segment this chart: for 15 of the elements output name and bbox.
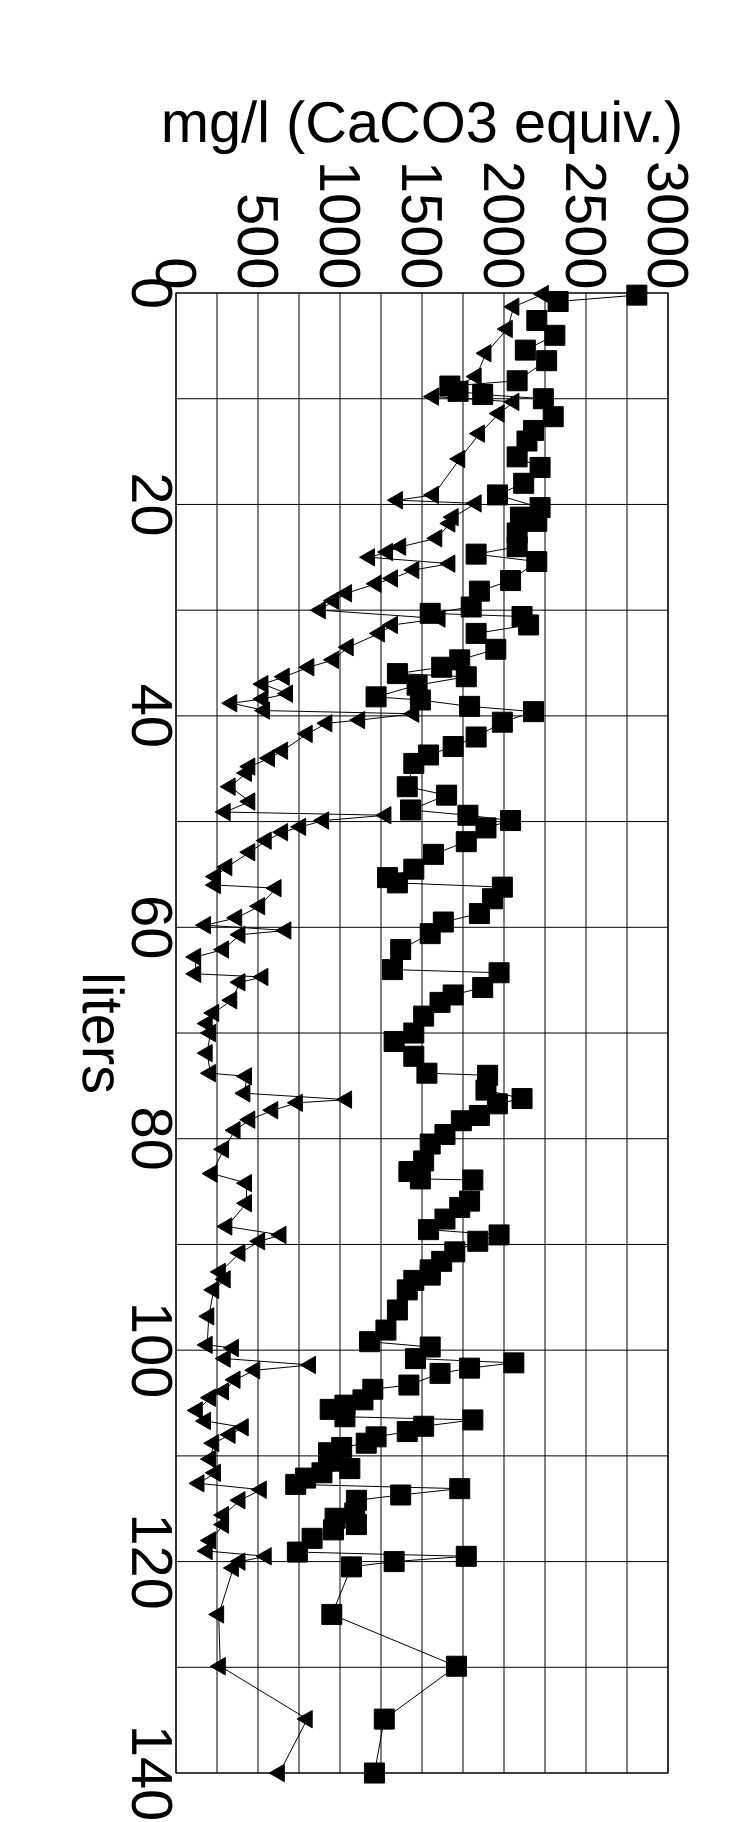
y-axis-title: liters: [82, 975, 125, 1092]
y-tick-label: 20: [131, 475, 173, 535]
x-tick-label: 2500: [565, 163, 607, 288]
y-tick-label: 40: [131, 685, 173, 746]
x-tick-label: 1500: [401, 165, 443, 288]
y-tick-label: 80: [131, 1109, 173, 1169]
x-tick-label: 500: [237, 195, 279, 288]
y-tick-label: 120: [131, 1517, 173, 1608]
x-axis-title: mg/l (CaCO3 equiv.): [164, 100, 680, 155]
y-tick-label: 140: [131, 1729, 173, 1819]
y-tick-label: 100: [131, 1306, 173, 1397]
x-tick-label: 1000: [319, 165, 361, 288]
x-tick-label: 3000: [647, 163, 689, 288]
y-tick-label: 60: [131, 898, 173, 958]
x-tick-label: 2000: [483, 163, 525, 288]
